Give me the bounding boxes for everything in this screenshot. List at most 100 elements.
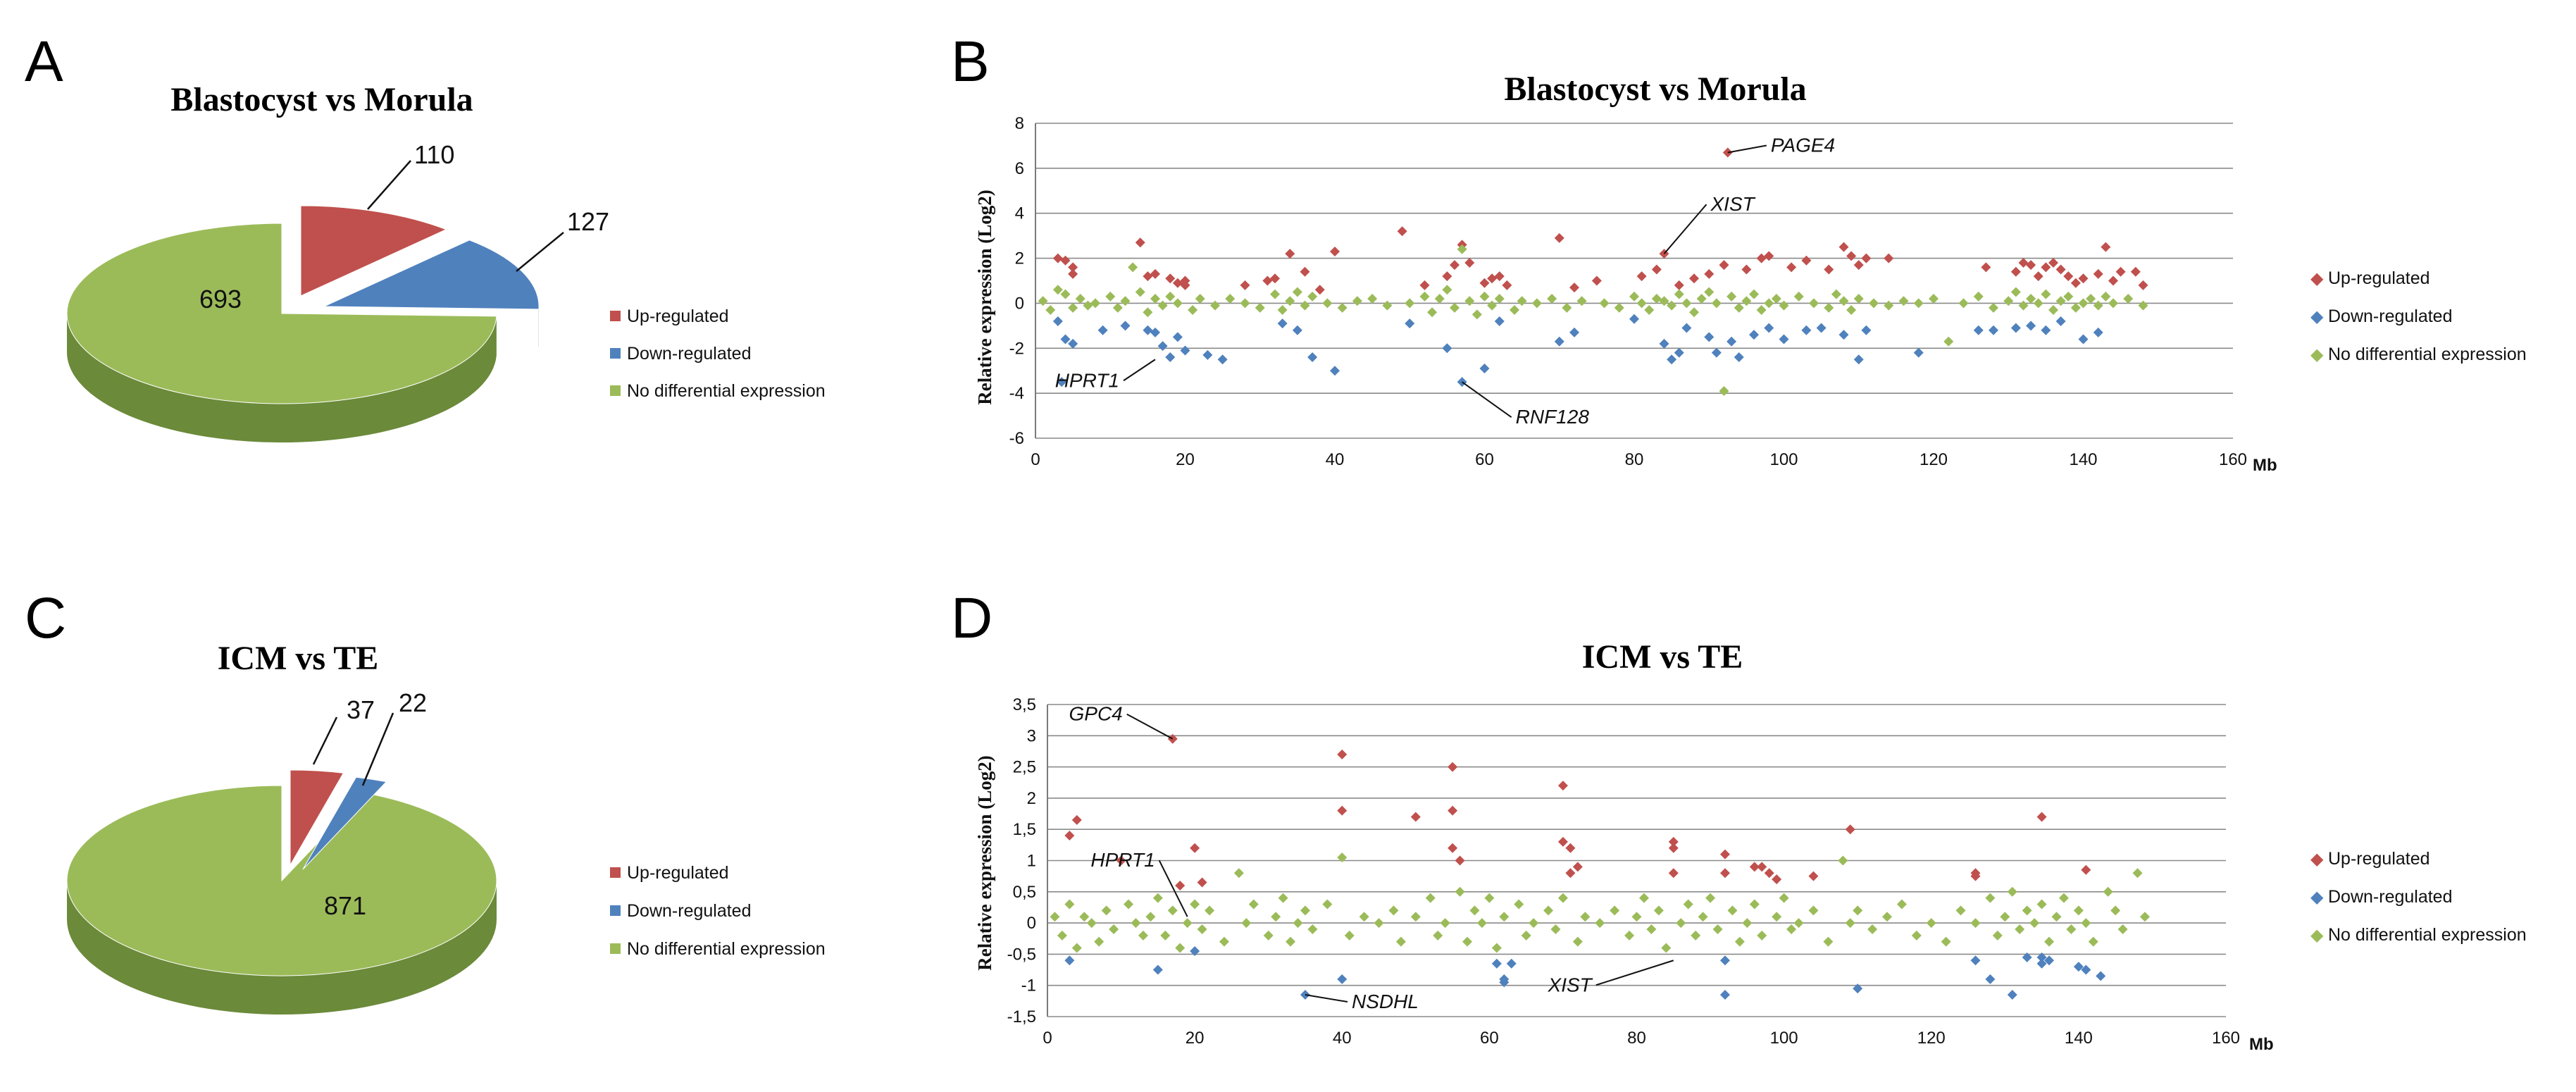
point-down (1734, 352, 1744, 363)
point-down (1667, 354, 1677, 365)
point-nodiff (2123, 294, 2134, 304)
point-nodiff (1425, 893, 1436, 903)
point-up (2036, 812, 2047, 822)
point-nodiff (1101, 905, 1112, 916)
point-down (1097, 325, 1108, 335)
point-nodiff (2055, 296, 2066, 306)
point-nodiff (1629, 291, 1639, 302)
point-nodiff (1135, 287, 1145, 297)
point-nodiff (2010, 287, 2021, 297)
point-up (1764, 868, 1774, 879)
point-up (2093, 268, 2103, 279)
x-tick-label: 0 (1043, 1029, 1052, 1048)
point-nodiff (1510, 305, 1519, 316)
pie-c-label-down: 22 (399, 688, 427, 717)
point-nodiff (1644, 305, 1655, 316)
pie-c-slice-up (290, 769, 344, 867)
point-nodiff (2086, 294, 2096, 304)
point-nodiff (1926, 918, 1936, 929)
x-tick-label: 120 (1917, 1029, 1946, 1048)
x-tick-label: 40 (1326, 450, 1345, 469)
point-up (1116, 855, 1126, 866)
point-nodiff (1143, 307, 1153, 318)
annotation-leader (1462, 381, 1512, 418)
point-nodiff (2003, 296, 2014, 306)
point-nodiff (1756, 305, 1767, 316)
pie-a-side-nodiff (67, 314, 497, 443)
point-down (1779, 334, 1789, 345)
scatter-d-grid: -1,5 -1 -0,5 0 0,5 1 1,5 2 2,5 3 3,5 0 20 40 60 80 100 12… (1007, 695, 2240, 1048)
point-nodiff (1450, 302, 1460, 313)
point-nodiff (1240, 298, 1250, 309)
point-nodiff (1112, 302, 1123, 313)
point-up (2078, 273, 2089, 284)
point-nodiff (1661, 943, 1672, 953)
point-nodiff (2110, 905, 2121, 916)
point-nodiff (1278, 893, 1288, 903)
legend-a-label-down: Down-regulated (627, 344, 752, 364)
annotation-leader (1126, 713, 1174, 740)
point-up (1824, 264, 1834, 275)
point-nodiff (1499, 912, 1510, 922)
point-up (1410, 812, 1421, 822)
point-nodiff (2058, 893, 2069, 903)
y-tick-label: 6 (1015, 159, 1024, 178)
pie-a-label-up: 110 (414, 140, 454, 169)
point-nodiff (1300, 300, 1310, 311)
legend-a-swatch-down (610, 348, 621, 359)
point-up (1845, 824, 1855, 835)
point-down (1838, 330, 1849, 340)
point-nodiff (1973, 291, 1984, 302)
point-down (2081, 964, 2091, 975)
point-nodiff (1225, 294, 1236, 304)
point-up (1300, 266, 1310, 277)
legend-c-label-up: Up-regulated (627, 863, 729, 883)
point-down (1973, 325, 1984, 335)
point-up (1719, 849, 1730, 860)
point-nodiff (2103, 886, 2113, 897)
point-up (1749, 862, 1760, 872)
scatter-b-ylabel: Relative expression (Log2) (974, 190, 995, 404)
point-nodiff (1719, 385, 1729, 396)
point-down (2022, 952, 2032, 962)
point-up (1668, 868, 1679, 879)
point-down (1217, 354, 1228, 365)
x-tick-label: 160 (2212, 1029, 2240, 1048)
point-nodiff (1337, 852, 1348, 863)
point-nodiff (1543, 905, 1554, 916)
annotation-leader (1123, 359, 1156, 382)
point-nodiff (1599, 298, 1610, 309)
point-down (1491, 958, 1502, 969)
point-nodiff (1038, 296, 1048, 306)
point-up (1337, 805, 1348, 816)
pie-c-slice-nodiff (66, 785, 497, 976)
point-nodiff (1696, 294, 1707, 304)
point-nodiff (1958, 298, 1969, 309)
point-down (1172, 332, 1183, 342)
point-nodiff (1150, 294, 1160, 304)
point-nodiff (1322, 899, 1333, 910)
point-up (1801, 255, 1812, 266)
point-down (1554, 336, 1564, 347)
legend-a: Up-regulated Down-regulated No different… (610, 306, 826, 401)
point-up (1861, 253, 1872, 263)
legend-a-swatch-up (610, 311, 621, 321)
point-nodiff (1190, 899, 1200, 910)
point-down (1330, 366, 1340, 376)
point-up (2101, 242, 2111, 252)
point-down (1985, 974, 1996, 984)
point-nodiff (1955, 905, 1966, 916)
point-up (1052, 253, 1063, 263)
point-nodiff (1109, 924, 1119, 934)
point-nodiff (1734, 936, 1745, 947)
point-up (1557, 836, 1568, 847)
point-up (2070, 278, 2081, 288)
point-down (1152, 964, 1163, 975)
point-nodiff (1681, 298, 1692, 309)
annotation-label: XIST (1548, 974, 1593, 995)
x-tick-label: 80 (1625, 450, 1644, 469)
pie-c-title: ICM vs TE (218, 640, 379, 677)
point-down (2078, 334, 2089, 345)
y-tick-label: 2 (1015, 249, 1024, 268)
legend-c-swatch-up (610, 867, 621, 878)
